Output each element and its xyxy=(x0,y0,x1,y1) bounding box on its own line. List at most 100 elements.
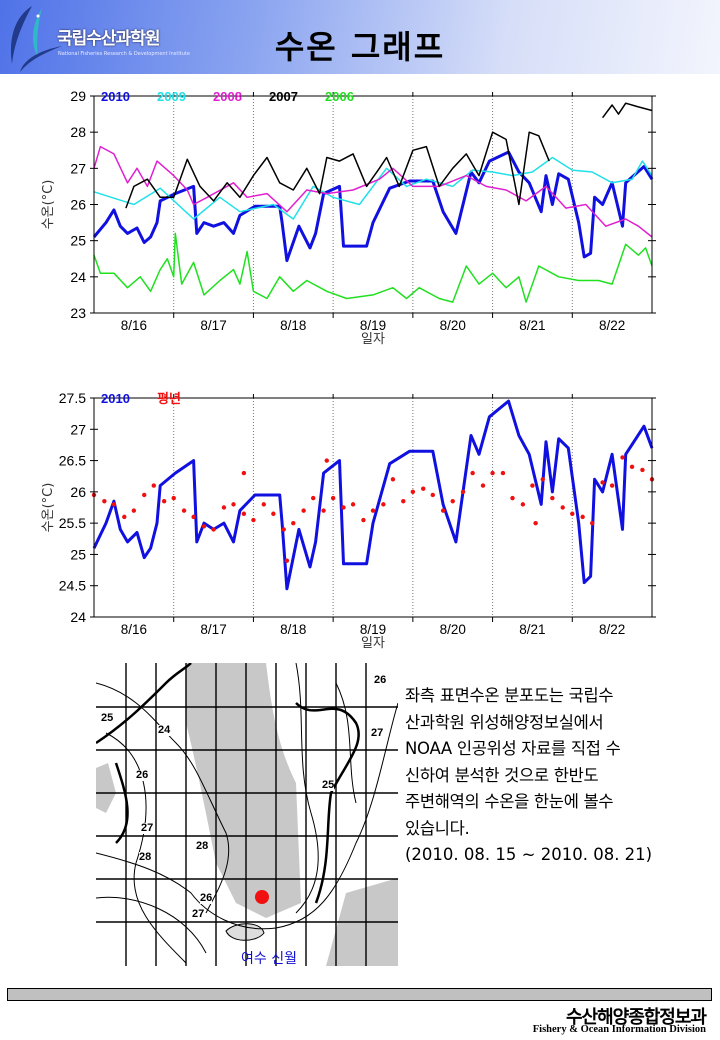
data-point xyxy=(341,505,346,510)
data-point xyxy=(460,489,466,495)
data-point xyxy=(381,502,386,507)
data-point xyxy=(201,524,207,529)
logo-subtext: National Fisheries Research & Developmen… xyxy=(58,51,190,57)
series-평년-points xyxy=(91,455,655,563)
x-tick-label: 8/19 xyxy=(360,318,386,333)
series-line-2010 xyxy=(92,399,654,591)
x-tick-label: 8/18 xyxy=(280,318,306,333)
data-point xyxy=(324,458,329,463)
contour-label: 28 xyxy=(196,840,209,852)
data-point xyxy=(570,511,575,516)
y-tick-label: 23 xyxy=(70,305,86,321)
data-point xyxy=(410,489,416,495)
data-point xyxy=(281,527,286,532)
contour-label: 28 xyxy=(139,851,152,863)
data-point xyxy=(122,514,127,520)
data-point xyxy=(609,483,615,488)
x-tick-label: 8/22 xyxy=(599,318,625,333)
y-axis-label: 수온(°C) xyxy=(41,180,56,230)
data-point xyxy=(560,505,565,510)
description-line: 주변해역의 수온을 한눈에 볼수 xyxy=(405,792,614,811)
institute-logo: 국립수산과학원 National Fisheries Research & De… xyxy=(2,2,190,72)
x-tick-label: 8/18 xyxy=(280,622,306,637)
data-point xyxy=(284,558,290,563)
y-tick-label: 25.5 xyxy=(59,515,86,531)
y-tick-label: 24 xyxy=(70,269,86,285)
x-tick-label: 8/16 xyxy=(121,318,147,333)
y-tick-label: 29 xyxy=(70,88,86,104)
series-line-2008 xyxy=(93,145,653,238)
contour-label: 27 xyxy=(141,822,154,834)
legend-entry-2009: 2009 xyxy=(157,89,186,104)
department-name-en: Fishery & Ocean Information Division xyxy=(532,1024,706,1035)
logo-text: 국립수산과학원 xyxy=(57,29,160,49)
series-line-2010 xyxy=(92,150,654,263)
contour-label: 26 xyxy=(136,769,149,781)
y-tick-label: 27 xyxy=(70,160,86,176)
data-point xyxy=(231,502,236,507)
data-point xyxy=(430,492,435,498)
data-point xyxy=(350,502,356,507)
description-line: 산과학원 위성해양정보실에서 xyxy=(405,712,604,732)
data-period: (2010. 08. 15 ~ 2010. 08. 21) xyxy=(405,845,653,864)
y-tick-label: 26 xyxy=(70,484,86,500)
station-label: 여수 신월 xyxy=(241,951,297,966)
data-point xyxy=(181,508,187,513)
data-point xyxy=(470,470,475,476)
data-point xyxy=(191,514,196,520)
legend-entry-2010: 2010 xyxy=(101,89,130,104)
data-point xyxy=(440,508,446,513)
footer-divider-bar xyxy=(7,988,712,1001)
legend-entry-2010: 2010 xyxy=(101,391,130,406)
x-tick-label: 8/20 xyxy=(440,622,466,637)
y-tick-label: 24 xyxy=(70,609,86,625)
data-point xyxy=(221,505,227,510)
data-point xyxy=(171,495,176,501)
y-tick-label: 27 xyxy=(70,421,86,437)
data-point xyxy=(629,464,635,470)
data-point xyxy=(321,508,326,513)
data-point xyxy=(271,511,276,516)
header-banner: 국립수산과학원 National Fisheries Research & De… xyxy=(0,0,720,74)
series-line-2006 xyxy=(93,232,653,303)
data-point xyxy=(550,495,555,501)
contour-label: 27 xyxy=(371,727,384,739)
data-point xyxy=(530,483,535,488)
x-axis-label: 일자 xyxy=(361,636,385,650)
data-point xyxy=(490,470,495,476)
data-point xyxy=(390,477,396,482)
station-marker xyxy=(255,890,269,904)
data-point xyxy=(241,511,247,516)
contour-label: 25 xyxy=(322,779,335,791)
contour-label: 24 xyxy=(158,724,171,736)
data-point xyxy=(510,495,515,501)
description-line: NOAA 인공위성 자료를 직접 수 xyxy=(405,739,621,758)
contour-label: 26 xyxy=(374,674,387,686)
x-tick-label: 8/20 xyxy=(440,318,466,333)
data-point xyxy=(151,483,156,488)
description-line: 좌측 표면수온 분포도는 국립수 xyxy=(405,686,614,705)
data-point xyxy=(211,527,216,532)
sst-distribution-map: 26 25 24 26 27 25 27 28 28 26 27 여수 신월 xyxy=(96,663,398,966)
data-point xyxy=(311,495,316,501)
data-point xyxy=(370,508,376,513)
data-point xyxy=(131,508,137,513)
x-tick-label: 8/21 xyxy=(519,622,545,637)
data-point xyxy=(142,492,147,498)
contour-label: 27 xyxy=(192,908,205,920)
department-name-ko: 수산해양종합정보과 xyxy=(565,1007,707,1028)
contour-label: 25 xyxy=(101,712,114,724)
legend-entry-2008: 2008 xyxy=(213,89,242,104)
data-point xyxy=(480,483,486,488)
y-tick-label: 26 xyxy=(70,197,86,213)
data-point xyxy=(361,517,366,523)
x-tick-label: 8/21 xyxy=(519,318,545,333)
data-point xyxy=(590,520,595,526)
legend-entry-2006: 2006 xyxy=(325,89,354,104)
data-point xyxy=(161,499,167,504)
x-tick-label: 8/17 xyxy=(200,622,226,637)
water-temp-multiyear-chart: 23 24 25 26 27 28 29 8/16 8/17 8/18 8/19 8/20 8/21 8/… xyxy=(41,88,656,347)
legend-entry-2007: 2007 xyxy=(269,89,298,104)
data-point xyxy=(520,502,526,507)
data-point xyxy=(500,470,506,476)
